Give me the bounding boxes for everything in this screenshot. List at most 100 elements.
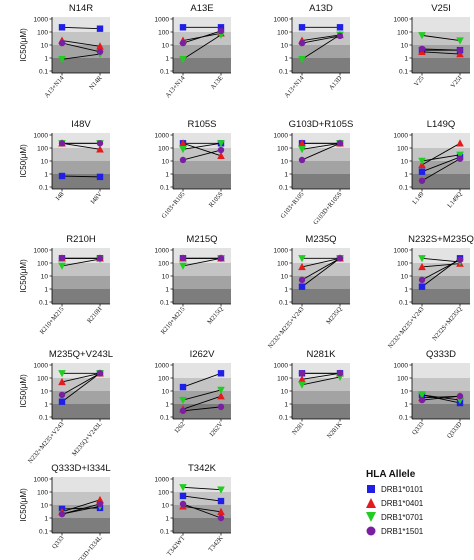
series-line <box>182 372 222 388</box>
y-tick-label: 10 <box>41 388 49 395</box>
data-point <box>179 492 187 500</box>
band <box>292 58 350 73</box>
series-line <box>182 257 222 267</box>
band <box>52 248 110 263</box>
y-tick-label: 1 <box>165 55 169 62</box>
data-point <box>456 392 464 400</box>
y-tick-label: 100 <box>37 375 48 382</box>
band <box>173 391 231 404</box>
series-line <box>421 51 461 55</box>
data-point <box>217 514 225 522</box>
x-tick-label: N232+M235+V243 <box>387 306 426 350</box>
panel-a13d: 0.1 1 10 100 1000 A13D A13+N14 A13D <box>274 3 350 99</box>
y-tick-label: 1000 <box>155 362 170 369</box>
data-point <box>58 24 66 31</box>
data-point <box>418 391 426 399</box>
series-line <box>182 142 222 157</box>
y-tick-label: 0.1 <box>39 528 48 535</box>
band <box>52 391 110 404</box>
data-point <box>418 157 426 165</box>
y-tick-label: 0.1 <box>279 299 288 306</box>
y-tick-label: 1 <box>44 171 48 178</box>
series-line <box>182 30 222 44</box>
panel-n14r: 0.1 1 10 100 1000 N14R IC50(μM) A13+N14 N14R <box>19 3 110 99</box>
data-point <box>456 46 464 54</box>
band <box>173 17 231 32</box>
y-tick-label: 10 <box>281 388 289 395</box>
panel-title: A13D <box>309 3 333 14</box>
band <box>52 404 110 419</box>
data-point <box>217 370 225 377</box>
series-line <box>182 34 222 60</box>
data-point <box>96 140 104 147</box>
series-line <box>421 259 461 281</box>
data-point <box>298 139 306 147</box>
y-tick-label: 0.1 <box>39 299 48 306</box>
y-tick-label: 100 <box>158 29 169 36</box>
panel-title: L149Q <box>427 119 456 130</box>
x-tick-label: L149 <box>411 191 425 206</box>
x-tick-label: I48V <box>90 191 104 206</box>
panel-title: N281K <box>306 349 336 360</box>
x-tick-label: Q333D+I334L <box>73 535 103 560</box>
series-line <box>61 42 101 53</box>
y-tick-label: 100 <box>397 260 408 267</box>
band <box>292 161 350 174</box>
data-point <box>179 407 187 414</box>
y-axis-label: IC50(μM) <box>19 28 28 62</box>
band <box>173 378 231 391</box>
y-tick-label: 1000 <box>155 476 170 483</box>
y-tick-label: 1 <box>165 286 169 293</box>
band <box>412 32 470 45</box>
series-line <box>421 263 461 268</box>
x-tick-label: N232+M235+V243 <box>27 421 66 465</box>
triangle-up-icon <box>366 498 376 508</box>
series-line <box>61 175 101 178</box>
data-point <box>58 262 66 270</box>
panel-m235q-v243l: 0.11101001000M235Q+V243LIC50(μM)N232+M23… <box>19 349 113 465</box>
legend-label: DRB1*0401 <box>381 498 424 508</box>
panel-t342k: 0.1 1 10 100 1000 T342K T342WT T342K <box>155 463 231 558</box>
data-point <box>179 255 187 262</box>
band <box>292 404 350 419</box>
series-line <box>421 154 461 162</box>
band <box>52 32 110 45</box>
data-point <box>298 370 306 377</box>
y-tick-label: 0.1 <box>399 68 408 75</box>
y-tick-label: 1000 <box>34 247 49 254</box>
y-axis-label: IC50(μM) <box>19 144 28 178</box>
y-tick-label: 10 <box>281 158 289 165</box>
band <box>52 492 110 505</box>
series-line <box>61 40 101 47</box>
y-tick-label: 0.1 <box>39 68 48 75</box>
band <box>52 58 110 73</box>
data-point <box>298 146 306 154</box>
y-tick-label: 1000 <box>394 362 409 369</box>
data-point <box>96 370 104 377</box>
data-point <box>96 25 104 32</box>
y-axis-label: IC50(μM) <box>19 374 28 408</box>
y-tick-label: 100 <box>158 489 169 496</box>
band <box>173 58 231 73</box>
y-tick-label: 10 <box>162 273 170 280</box>
legend-item-drb1-0101: DRB1*0101 <box>364 482 470 496</box>
series-line <box>182 503 222 519</box>
x-tick-label: G103D+R105S <box>312 190 344 226</box>
y-tick-label: 10 <box>401 42 409 49</box>
y-tick-label: 1 <box>44 515 48 522</box>
data-point <box>58 391 66 399</box>
y-tick-label: 10 <box>401 158 409 165</box>
data-point <box>58 370 66 378</box>
data-point <box>298 381 306 389</box>
y-tick-label: 10 <box>281 42 289 49</box>
panel-title: G103D+R105S <box>289 119 354 130</box>
data-point <box>418 283 426 290</box>
band <box>52 276 110 289</box>
x-tick-label: N232+M235+V243 <box>267 306 306 350</box>
band <box>412 363 470 378</box>
band <box>412 289 470 304</box>
data-point <box>418 255 426 263</box>
band <box>412 58 470 73</box>
